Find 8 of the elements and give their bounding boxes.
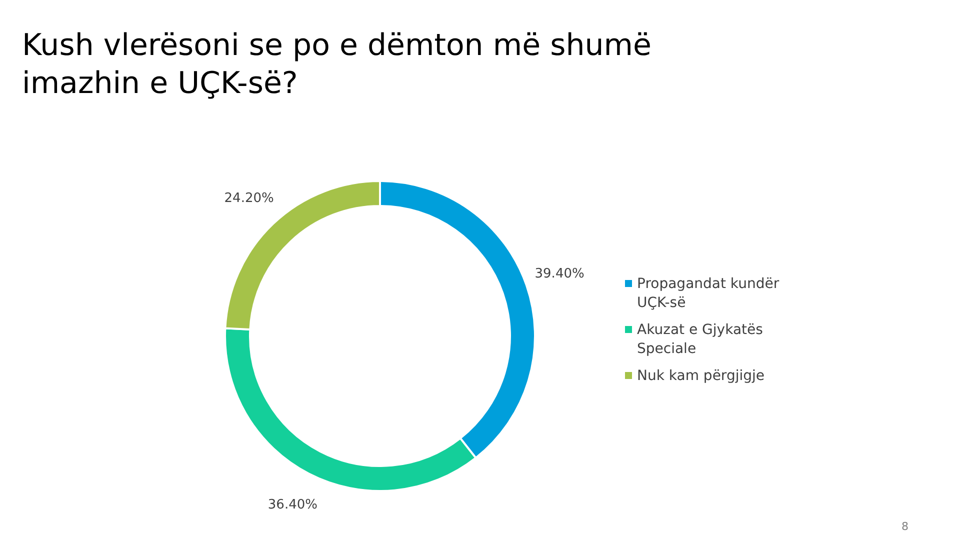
- text: 8: [902, 520, 908, 533]
- data-label: 36.40%: [268, 497, 318, 512]
- data-label: 24.20%: [224, 190, 274, 206]
- legend-label: Nuk kam përgjigje: [637, 368, 764, 384]
- chart-title: Kush vlerësoni se po e dëmton më shumë imazhin e UÇK-së?: [22, 28, 652, 101]
- data-label: 39.40%: [534, 266, 584, 282]
- legend-label: Propagandat kundër UÇK-së: [637, 276, 780, 311]
- legend-label: Akuzat e Gjykatës Speciale: [637, 322, 763, 357]
